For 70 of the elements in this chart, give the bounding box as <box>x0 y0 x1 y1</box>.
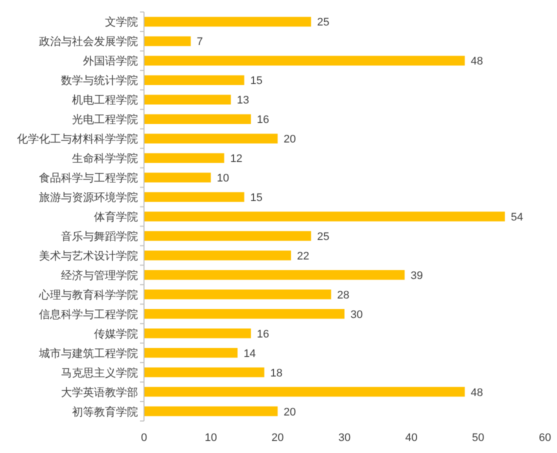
y-tick-label: 马克思主义学院 <box>61 366 138 380</box>
y-tick-label: 大学英语教学部 <box>61 386 138 399</box>
y-tick-label: 美术与艺术设计学院 <box>39 249 138 262</box>
y-tick-label: 数学与统计学院 <box>61 74 138 88</box>
data-label: 25 <box>317 16 330 29</box>
bar <box>144 348 238 358</box>
bar <box>144 309 344 319</box>
bar <box>144 16 312 27</box>
y-tick-label: 食品科学与工程学院 <box>39 172 138 185</box>
x-tick-label: 30 <box>338 432 351 444</box>
bar <box>144 192 244 202</box>
bar <box>144 36 191 46</box>
data-label: 48 <box>470 56 484 68</box>
y-tick-label: 政治与社会发展学院 <box>39 35 138 48</box>
data-label: 48 <box>470 386 484 399</box>
data-label: 30 <box>350 308 363 321</box>
data-label: 18 <box>270 367 283 380</box>
data-label: 16 <box>256 328 270 340</box>
y-tick-label: 心理与教育科学学院 <box>38 288 138 302</box>
bar <box>144 231 312 241</box>
bar <box>144 406 278 416</box>
bar <box>144 328 251 338</box>
y-tick-label: 化学化工与材料科学学院 <box>17 132 138 146</box>
bar <box>144 386 465 397</box>
bar <box>144 134 278 144</box>
data-label: 39 <box>410 270 423 282</box>
y-tick-label: 城市与建筑工程学院 <box>38 346 138 360</box>
bar <box>144 153 224 163</box>
y-tick-label: 信息科学与工程学院 <box>39 308 138 321</box>
y-tick-label: 机电工程学院 <box>72 94 138 107</box>
x-tick-label: 50 <box>472 432 484 444</box>
y-tick-label: 旅游与资源环境学院 <box>39 191 138 204</box>
bar <box>144 114 251 124</box>
bar <box>144 172 211 182</box>
data-label: 16 <box>256 114 270 126</box>
x-tick-label: 20 <box>272 432 284 444</box>
y-tick-label: 外国语学院 <box>83 54 138 68</box>
x-tick-label: 10 <box>204 432 217 444</box>
data-label: 15 <box>250 192 262 204</box>
data-label: 20 <box>284 134 296 146</box>
data-label: 12 <box>230 153 242 166</box>
y-tick-label: 光电工程学院 <box>72 113 138 126</box>
x-tick-label: 60 <box>538 432 552 444</box>
y-tick-label: 生命科学学院 <box>72 152 138 166</box>
bar <box>144 367 264 378</box>
x-tick-label: 0 <box>140 432 148 444</box>
data-label: 7 <box>196 36 203 48</box>
data-label: 15 <box>250 75 262 88</box>
y-tick-label: 体育学院 <box>94 210 138 224</box>
bar <box>144 212 505 222</box>
data-label: 10 <box>216 172 230 185</box>
x-tick-label: 40 <box>405 432 418 444</box>
y-tick-label: 传媒学院 <box>94 327 138 340</box>
y-tick-label: 初等教育学院 <box>72 405 138 418</box>
data-label: 22 <box>297 250 310 262</box>
data-label: 25 <box>317 230 330 243</box>
y-tick-label: 文学院 <box>105 16 138 29</box>
bar <box>144 75 244 86</box>
bar <box>144 290 332 300</box>
data-label: 28 <box>337 289 350 302</box>
data-label: 13 <box>236 94 250 107</box>
y-tick-label: 经济与管理学院 <box>61 268 138 282</box>
data-label: 54 <box>510 212 524 224</box>
data-label: 20 <box>284 406 296 418</box>
bar <box>144 270 405 280</box>
bar <box>144 250 292 260</box>
y-tick-label: 音乐与舞蹈学院 <box>61 230 138 243</box>
bar <box>144 94 231 105</box>
bar <box>144 56 465 66</box>
data-label: 14 <box>244 348 256 360</box>
